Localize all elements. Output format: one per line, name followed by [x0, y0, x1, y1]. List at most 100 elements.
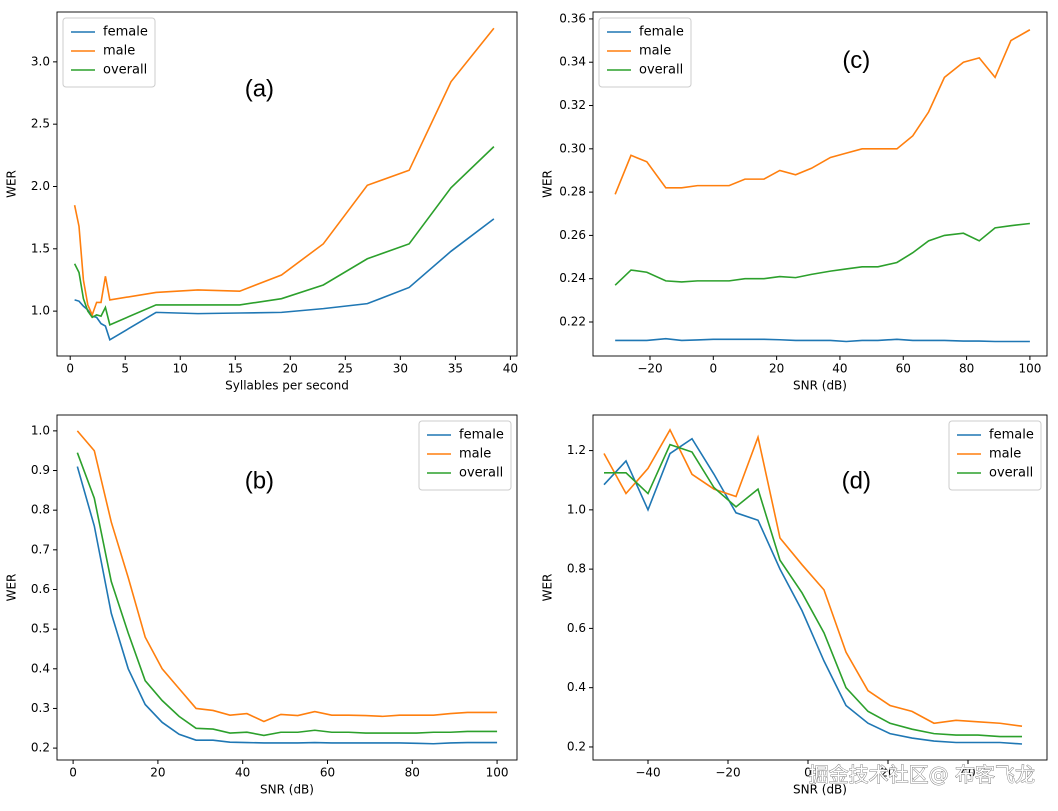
- y-axis-label: WER: [5, 574, 19, 602]
- x-axis-label: SNR (dB): [793, 783, 847, 797]
- legend: female male overall: [948, 420, 1042, 491]
- y-tick-label: 0.2: [31, 741, 50, 755]
- line: [76, 466, 498, 745]
- axes-frame: [56, 11, 518, 357]
- legend-label: overall: [989, 466, 1033, 481]
- y-tick-label: 0.32: [559, 98, 586, 112]
- axes-frame: [592, 11, 1048, 357]
- x-tick-label: −20: [715, 766, 740, 780]
- x-tick-label: 30: [393, 362, 408, 376]
- x-tick-label: 40: [832, 362, 847, 376]
- x-tick-label: 60: [320, 766, 335, 780]
- line: [73, 146, 495, 326]
- x-tick-label: 10: [173, 362, 188, 376]
- panel-label: (a): [245, 75, 274, 102]
- x-tick-label: 0: [69, 766, 77, 780]
- x-axis-label: SNR (dB): [260, 783, 314, 797]
- x-tick-label: 60: [896, 362, 911, 376]
- x-tick-label: 0: [709, 362, 717, 376]
- x-tick-label: −40: [635, 766, 660, 780]
- y-tick-label: 0.4: [31, 661, 50, 675]
- y-tick-label: 0.26: [559, 228, 586, 242]
- legend-label: male: [989, 447, 1021, 462]
- y-tick-label: 0.8: [567, 562, 586, 576]
- y-axis-label: WER: [5, 170, 19, 198]
- y-axis-label: WER: [541, 170, 555, 198]
- watermark: 掘金技术社区@ 布客飞龙: [809, 763, 1035, 787]
- y-tick-label: 0.36: [559, 11, 586, 25]
- legend-label: female: [989, 428, 1034, 443]
- legend-label: overall: [103, 63, 147, 78]
- legend-label: male: [103, 44, 135, 59]
- x-tick-label: 40: [235, 766, 250, 780]
- y-tick-label: 2.0: [31, 179, 50, 193]
- line: [615, 337, 1030, 343]
- y-tick-label: 0.4: [567, 680, 586, 694]
- line: [603, 428, 1023, 728]
- panel-label: (d): [842, 468, 871, 495]
- line: [76, 430, 498, 723]
- legend-label: overall: [639, 63, 683, 78]
- y-tick-label: 2.5: [31, 117, 50, 131]
- y-tick-label: 0.2: [567, 739, 586, 753]
- y-tick-label: 0.5: [31, 622, 50, 636]
- x-tick-label: 40: [503, 362, 518, 376]
- x-tick-label: 20: [880, 766, 895, 780]
- legend: female male overall: [62, 17, 156, 88]
- y-tick-label: 0.28: [559, 185, 586, 199]
- line: [603, 437, 1023, 745]
- x-tick-label: 40: [960, 766, 975, 780]
- y-tick-label: 0.24: [559, 271, 586, 285]
- legend: female male overall: [418, 420, 512, 491]
- legend-label: female: [639, 25, 684, 40]
- x-tick-label: 80: [405, 766, 420, 780]
- axes-frame: [56, 414, 518, 761]
- y-tick-label: 0.34: [559, 55, 586, 69]
- x-tick-label: 100: [486, 766, 509, 780]
- panel-label: (b): [245, 468, 274, 495]
- y-tick-label: 0.8: [31, 503, 50, 517]
- x-tick-label: 20: [769, 362, 784, 376]
- x-tick-label: 35: [448, 362, 463, 376]
- y-tick-label: 1.5: [31, 241, 50, 255]
- x-tick-label: 0: [804, 766, 812, 780]
- panel-label: (c): [842, 47, 870, 74]
- line: [76, 452, 498, 737]
- y-tick-label: 1.0: [567, 502, 586, 516]
- y-tick-label: 0.3: [31, 701, 50, 715]
- y-tick-label: 0.6: [567, 621, 586, 635]
- y-tick-label: 1.2: [567, 443, 586, 457]
- legend-label: male: [639, 44, 671, 59]
- line: [604, 443, 1022, 738]
- x-tick-label: 5: [121, 362, 129, 376]
- legend-label: female: [459, 428, 504, 443]
- x-tick-label: −20: [637, 362, 662, 376]
- x-tick-label: 15: [228, 362, 243, 376]
- y-tick-label: 3.0: [31, 54, 50, 68]
- x-tick-label: 0: [66, 362, 74, 376]
- y-tick-label: 1.0: [31, 423, 50, 437]
- x-axis-label: Syllables per second: [225, 379, 349, 393]
- line: [614, 222, 1030, 286]
- line: [73, 27, 495, 318]
- legend-label: overall: [459, 466, 503, 481]
- y-tick-label: 1.0: [31, 304, 50, 318]
- x-tick-label: 20: [283, 362, 298, 376]
- y-tick-label: 0.9: [31, 463, 50, 477]
- legend-label: female: [103, 25, 148, 40]
- x-tick-label: 25: [338, 362, 353, 376]
- line: [614, 29, 1031, 195]
- y-axis-label: WER: [541, 574, 555, 602]
- legend: female male overall: [598, 17, 692, 88]
- x-axis-label: SNR (dB): [793, 379, 847, 393]
- x-tick-label: 80: [959, 362, 974, 376]
- y-tick-label: 0.7: [31, 542, 50, 556]
- legend-label: male: [459, 447, 491, 462]
- x-tick-label: 20: [150, 766, 165, 780]
- y-tick-label: 0.30: [559, 141, 586, 155]
- y-tick-label: 0.22: [559, 315, 586, 329]
- x-tick-label: 100: [1018, 362, 1041, 376]
- y-tick-label: 0.6: [31, 582, 50, 596]
